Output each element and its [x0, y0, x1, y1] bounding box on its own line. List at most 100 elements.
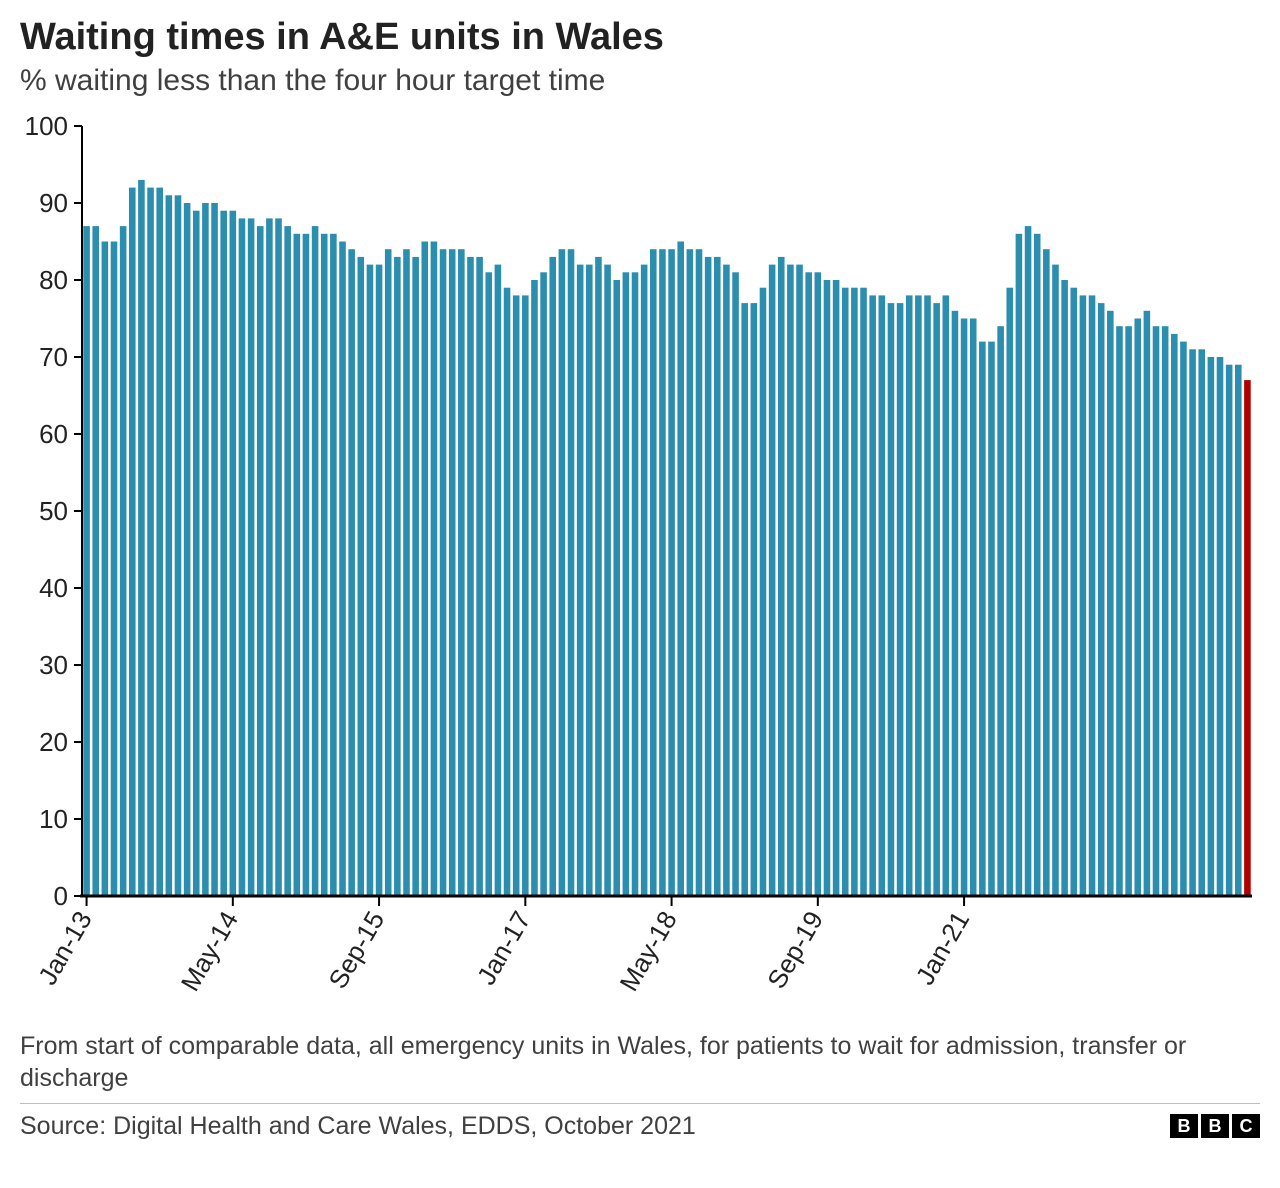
- bar: [586, 264, 593, 895]
- bar: [787, 264, 794, 895]
- bar: [604, 264, 611, 895]
- svg-text:0: 0: [54, 881, 68, 911]
- chart-footer: Source: Digital Health and Care Wales, E…: [20, 1103, 1260, 1141]
- svg-text:May-14: May-14: [175, 906, 244, 996]
- bbc-logo-letter: B: [1201, 1114, 1229, 1138]
- svg-text:Sep-15: Sep-15: [322, 906, 390, 994]
- bar: [284, 226, 291, 896]
- svg-text:Jan-17: Jan-17: [471, 906, 537, 990]
- bar: [275, 218, 282, 896]
- svg-text:10: 10: [39, 804, 68, 834]
- bar: [668, 249, 675, 896]
- bar: [1034, 233, 1041, 895]
- bar: [120, 226, 127, 896]
- svg-text:Sep-19: Sep-19: [761, 906, 829, 994]
- bar: [421, 241, 428, 896]
- bar: [513, 295, 520, 896]
- bar: [879, 295, 886, 896]
- bar: [156, 187, 163, 895]
- bar: [303, 233, 310, 895]
- bar: [696, 249, 703, 896]
- bar: [1070, 287, 1077, 895]
- bar: [531, 280, 538, 896]
- bar: [1006, 287, 1013, 895]
- bar: [1208, 357, 1215, 896]
- bar: [549, 257, 556, 896]
- bar: [559, 249, 566, 896]
- chart-container: 0102030405060708090100Jan-13May-14Sep-15…: [20, 116, 1260, 1016]
- bar: [385, 249, 392, 896]
- bar: [1162, 326, 1169, 896]
- bar: [495, 264, 502, 895]
- bar: [230, 210, 237, 895]
- bar: [824, 280, 831, 896]
- bar: [650, 249, 657, 896]
- bar: [257, 226, 264, 896]
- svg-text:50: 50: [39, 496, 68, 526]
- bar: [321, 233, 328, 895]
- bar: [485, 272, 492, 896]
- bar: [687, 249, 694, 896]
- bar: [1217, 357, 1224, 896]
- bar: [732, 272, 739, 896]
- svg-text:May-18: May-18: [613, 906, 682, 996]
- bar: [1189, 349, 1196, 896]
- bar: [294, 233, 301, 895]
- bar: [1043, 249, 1050, 896]
- bar: [1052, 264, 1059, 895]
- svg-text:Jan-13: Jan-13: [32, 906, 98, 990]
- chart-subtitle: % waiting less than the four hour target…: [20, 64, 1260, 98]
- svg-text:Jan-21: Jan-21: [910, 906, 976, 990]
- bar: [403, 249, 410, 896]
- bar: [961, 318, 968, 896]
- bar: [1116, 326, 1123, 896]
- bar: [357, 257, 364, 896]
- bar: [1098, 303, 1105, 896]
- bar-chart: 0102030405060708090100Jan-13May-14Sep-15…: [20, 116, 1260, 1016]
- svg-text:60: 60: [39, 419, 68, 449]
- svg-text:40: 40: [39, 573, 68, 603]
- bar: [906, 295, 913, 896]
- bar: [1180, 341, 1187, 895]
- bar: [458, 249, 465, 896]
- bar: [540, 272, 547, 896]
- bar: [376, 264, 383, 895]
- bar: [897, 303, 904, 896]
- svg-text:70: 70: [39, 342, 68, 372]
- bar: [751, 303, 758, 896]
- bar: [623, 272, 630, 896]
- bar: [988, 341, 995, 895]
- svg-text:30: 30: [39, 650, 68, 680]
- bar: [1198, 349, 1205, 896]
- bbc-logo-letter: C: [1232, 1114, 1260, 1138]
- bar: [869, 295, 876, 896]
- bar: [431, 241, 438, 896]
- bar: [1107, 310, 1114, 895]
- bar: [1025, 226, 1032, 896]
- bar: [924, 295, 931, 896]
- bar: [211, 203, 218, 896]
- bar: [888, 303, 895, 896]
- bar: [760, 287, 767, 895]
- svg-text:90: 90: [39, 188, 68, 218]
- bar: [942, 295, 949, 896]
- bbc-logo-letter: B: [1170, 1114, 1198, 1138]
- bar: [476, 257, 483, 896]
- bar: [970, 318, 977, 896]
- chart-source: Source: Digital Health and Care Wales, E…: [20, 1112, 696, 1141]
- bar: [83, 226, 90, 896]
- bar: [705, 257, 712, 896]
- bar: [1080, 295, 1087, 896]
- bar: [842, 287, 849, 895]
- bar: [467, 257, 474, 896]
- bar: [412, 257, 419, 896]
- bar: [641, 264, 648, 895]
- bar: [1089, 295, 1096, 896]
- bar: [175, 195, 182, 896]
- bar: [102, 241, 109, 896]
- bar: [769, 264, 776, 895]
- bar: [741, 303, 748, 896]
- bar: [677, 241, 684, 896]
- bar: [1244, 380, 1251, 896]
- bar: [92, 226, 99, 896]
